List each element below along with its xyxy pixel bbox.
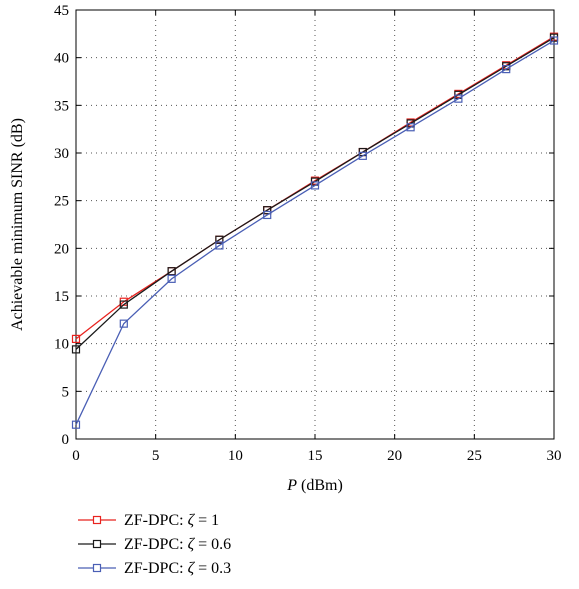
y-axis-label: Achievable minimum SINR (dB) <box>9 118 26 331</box>
legend-marker-swatch <box>92 515 102 525</box>
data-point-marker <box>358 151 367 160</box>
y-tick-label: 5 <box>62 384 70 400</box>
y-tick-label: 40 <box>54 51 69 67</box>
data-point-marker <box>215 241 224 250</box>
data-point-marker <box>406 123 415 132</box>
x-tick-label: 20 <box>387 448 402 464</box>
legend-entry: ZF-DPC: ζ = 0.6 <box>78 536 231 553</box>
data-point-marker <box>71 420 81 429</box>
data-point-marker <box>454 94 463 103</box>
legend-entry: ZF-DPC: ζ = 0.3 <box>78 560 231 577</box>
legend-marker-swatch <box>92 539 102 549</box>
x-tick-label: 5 <box>152 448 160 464</box>
grid-lines <box>76 10 554 439</box>
x-axis-label-symbol: P <box>286 477 297 494</box>
legend-marker-swatch <box>92 563 102 573</box>
data-point-marker <box>119 319 128 328</box>
x-tick-label: 0 <box>72 448 80 464</box>
x-axis-label-unit: (dBm) <box>297 477 343 494</box>
y-tick-label: 20 <box>54 241 69 257</box>
data-point-marker <box>549 36 559 45</box>
data-point-marker <box>167 267 176 276</box>
data-point-marker <box>215 235 224 244</box>
y-tick-label: 15 <box>54 289 69 305</box>
y-tick-label: 25 <box>54 194 69 210</box>
y-tick-label: 45 <box>54 3 69 19</box>
plot-frame <box>75 9 555 440</box>
data-point-marker <box>502 65 511 74</box>
y-tick-label: 0 <box>62 432 70 448</box>
x-tick-label: 10 <box>228 448 243 464</box>
data-point-marker <box>310 181 320 190</box>
series-line <box>75 39 555 425</box>
legend: ZF-DPC: ζ = 1 ZF-DPC: ζ = 0.6 ZF-DPC: ζ = … <box>78 512 231 577</box>
legend-label: ZF-DPC: ζ = 0.3 <box>124 560 231 577</box>
series-layer <box>71 32 559 429</box>
data-point-marker <box>167 274 176 283</box>
legend-entry: ZF-DPC: ζ = 1 <box>78 512 219 529</box>
x-tick-label: 30 <box>547 448 562 464</box>
legend-label: ZF-DPC: ζ = 1 <box>124 512 219 529</box>
series-3 <box>71 36 559 429</box>
y-tick-label: 35 <box>54 98 69 114</box>
x-axis-label: P (dBm) <box>286 477 343 494</box>
series-line <box>75 36 555 340</box>
legend-label: ZF-DPC: ζ = 0.6 <box>124 536 231 553</box>
y-tick-label: 10 <box>54 337 69 353</box>
x-tick-label: 15 <box>308 448 323 464</box>
data-point-marker <box>119 300 128 309</box>
data-point-marker <box>71 345 81 354</box>
x-tick-label: 25 <box>467 448 482 464</box>
data-point-marker <box>263 210 272 220</box>
data-point-marker <box>263 206 272 215</box>
data-point-marker <box>71 334 81 343</box>
axis-ticks: 0 5 10 15 20 25 30 0 5 10 15 20 25 30 35 40 45 <box>54 3 562 464</box>
y-tick-label: 30 <box>54 146 69 162</box>
